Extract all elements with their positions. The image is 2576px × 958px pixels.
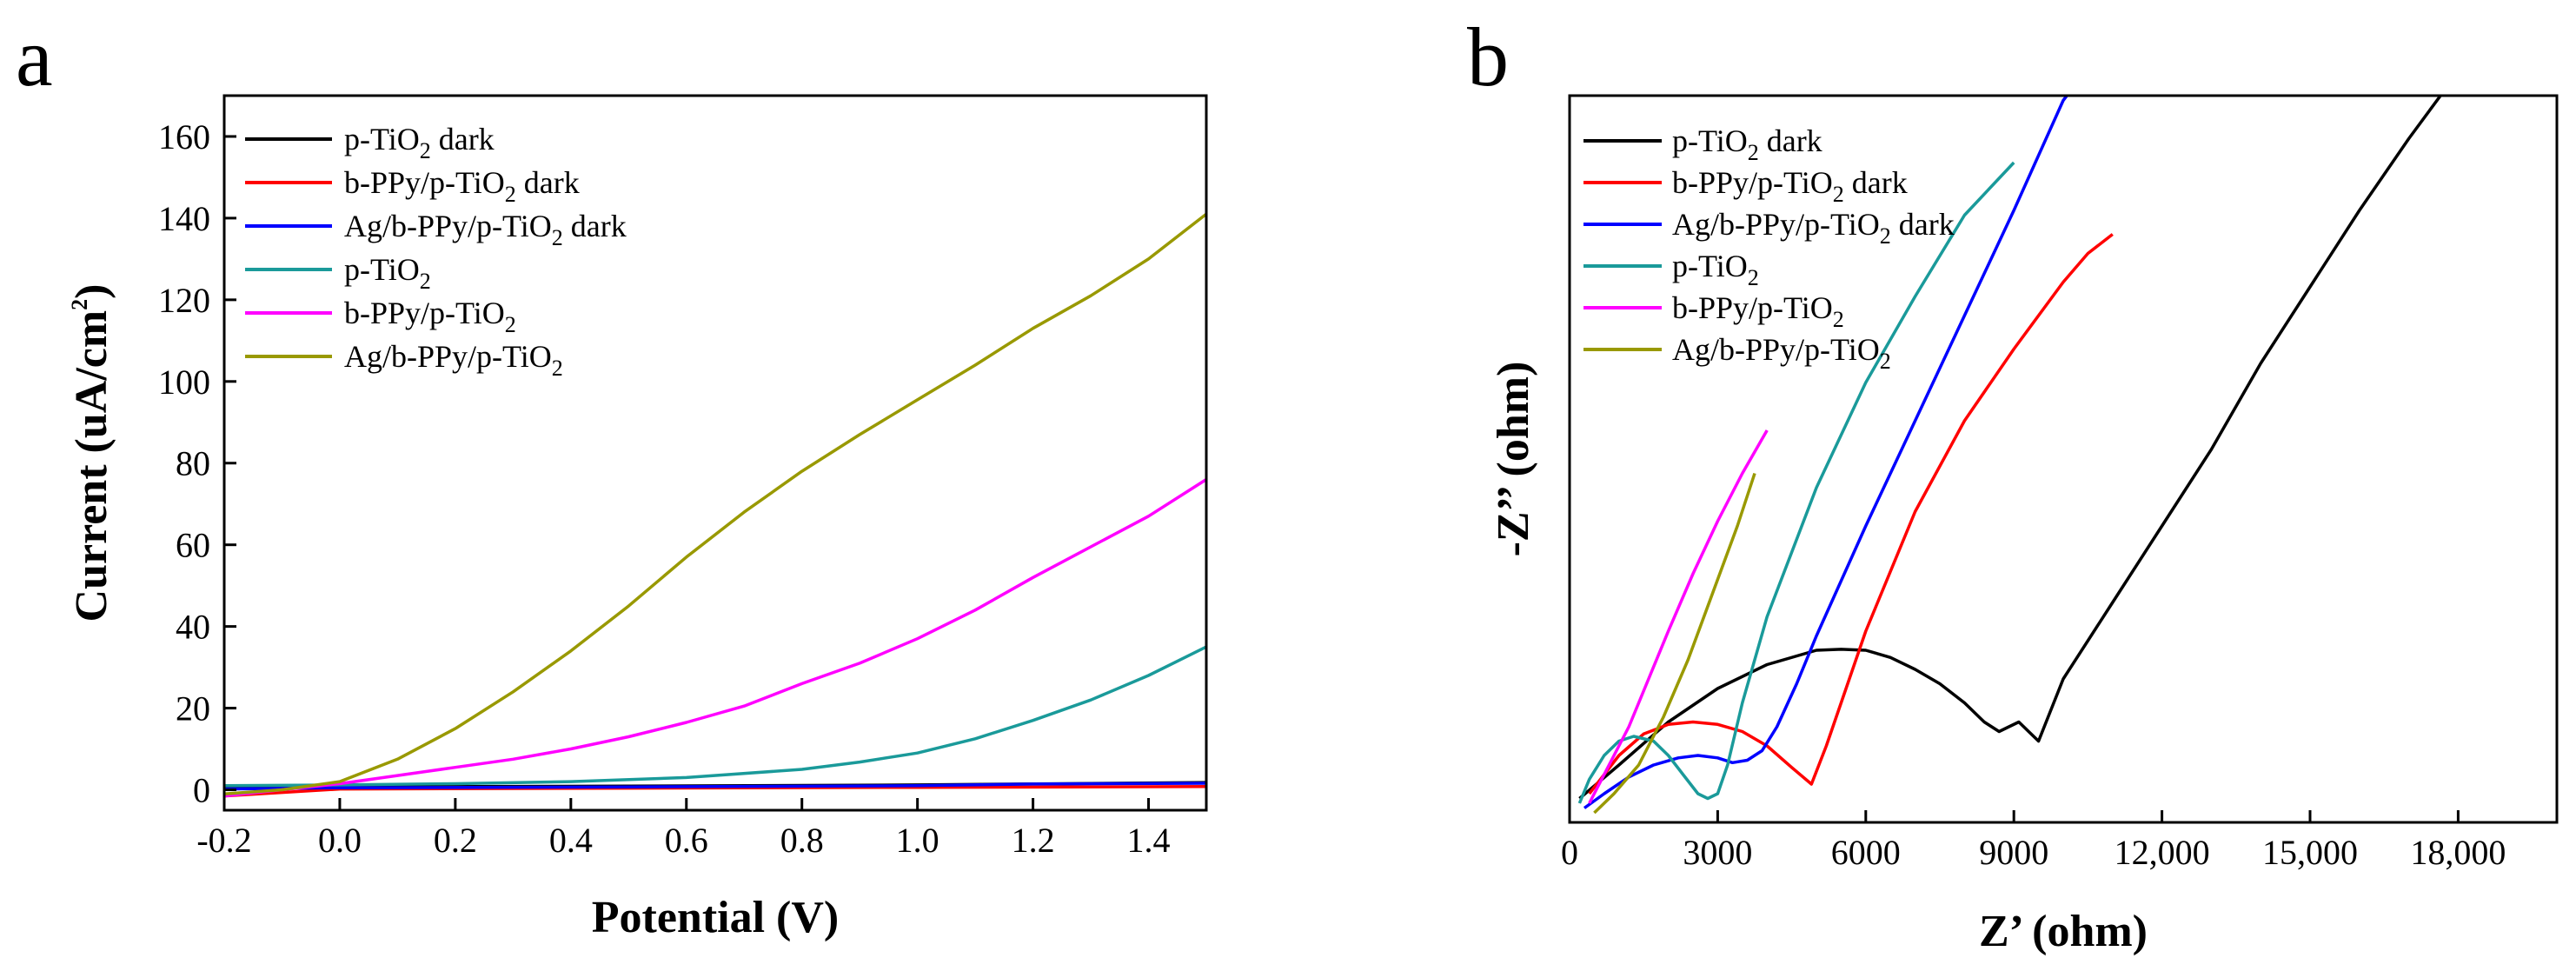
series-line-a-3 (224, 782, 1206, 791)
legend-label: b-PPy/p-TiO2 (1672, 290, 1844, 332)
x-tick-label: 15,000 (2262, 833, 2358, 872)
x-tick-label: 9000 (1979, 833, 2048, 872)
series-line-a-6 (224, 212, 1206, 795)
y-tick-label: 80 (176, 444, 210, 483)
x-tick-label: 1.0 (896, 821, 939, 860)
panel-a-ticks: -0.2 0.0 0.2 0.4 0.6 0.8 1.0 1.2 1.4 0 20 40 60 80 100… (158, 117, 1171, 860)
legend-label: p-TiO2 dark (344, 122, 495, 163)
panel-b: 0 3000 6000 9000 12,000 15,000 18,000 p-TiO2 d… (1489, 94, 2559, 956)
x-tick-label: 1.4 (1127, 821, 1171, 860)
y-tick-label: 0 (193, 771, 210, 810)
series-line-b-6 (1593, 472, 1756, 815)
panel-b-series (1577, 96, 2443, 815)
legend-label: p-TiO2 (1672, 249, 1759, 290)
legend-label: p-TiO2 (344, 252, 431, 294)
panel-b-x-axis-title: Z’ (ohm) (1979, 907, 2148, 956)
legend-label: Ag/b-PPy/p-TiO2 (1672, 332, 1891, 374)
x-tick-label: 0.6 (665, 821, 708, 860)
series-line-a-4 (224, 645, 1206, 788)
panel-a-series (224, 212, 1206, 798)
panel-a-y-axis-title: Current (uA/cm2) (67, 284, 116, 622)
legend-label: b-PPy/p-TiO2 dark (344, 165, 580, 207)
x-tick-label: 3000 (1683, 833, 1752, 872)
series-line-b-4 (1577, 161, 2015, 804)
panel-b-y-axis-title: -Z’’ (ohm) (1489, 362, 1538, 557)
panel-b-ticks: 0 3000 6000 9000 12,000 15,000 18,000 (1561, 810, 2506, 872)
x-tick-label: 0.0 (318, 821, 362, 860)
panel-a-x-axis-title: Potential (V) (592, 893, 839, 942)
legend-label: Ag/b-PPy/p-TiO2 dark (1672, 207, 1955, 249)
x-tick-label: -0.2 (196, 821, 251, 860)
series-line-b-5 (1588, 429, 1769, 804)
legend-label: b-PPy/p-TiO2 dark (1672, 165, 1908, 207)
series-line-b-1 (1578, 96, 2443, 800)
legend-label: p-TiO2 dark (1672, 123, 1822, 165)
y-tick-label: 160 (158, 117, 210, 156)
legend-label: Ag/b-PPy/p-TiO2 dark (344, 209, 627, 250)
panel-label-a: a (16, 10, 53, 103)
series-line-a-5 (224, 478, 1206, 798)
series-line-b-2 (1588, 233, 2114, 795)
y-tick-label: 100 (158, 363, 210, 402)
panel-a: -0.2 0.0 0.2 0.4 0.6 0.8 1.0 1.2 1.4 0 20 40 60 80 100… (67, 94, 1208, 942)
legend-label: b-PPy/p-TiO2 (344, 296, 516, 337)
x-tick-label: 6000 (1831, 833, 1901, 872)
panel-b-plot-frame (1568, 94, 2559, 824)
x-tick-label: 1.2 (1012, 821, 1055, 860)
x-tick-label: 18,000 (2410, 833, 2506, 872)
y-tick-label: 40 (176, 608, 210, 647)
panel-label-b: b (1467, 10, 1509, 103)
panel-a-plot-frame (222, 94, 1208, 812)
series-line-b-3 (1583, 96, 2069, 809)
x-tick-label: 0.8 (780, 821, 824, 860)
y-tick-label: 140 (158, 199, 210, 238)
y-tick-label: 20 (176, 689, 210, 728)
x-tick-label: 0 (1561, 833, 1578, 872)
y-tick-label: 120 (158, 281, 210, 320)
x-tick-label: 0.4 (549, 821, 593, 860)
legend-label: Ag/b-PPy/p-TiO2 (344, 339, 563, 381)
y-tick-label: 60 (176, 526, 210, 565)
x-tick-label: 0.2 (434, 821, 477, 860)
x-tick-label: 12,000 (2115, 833, 2210, 872)
